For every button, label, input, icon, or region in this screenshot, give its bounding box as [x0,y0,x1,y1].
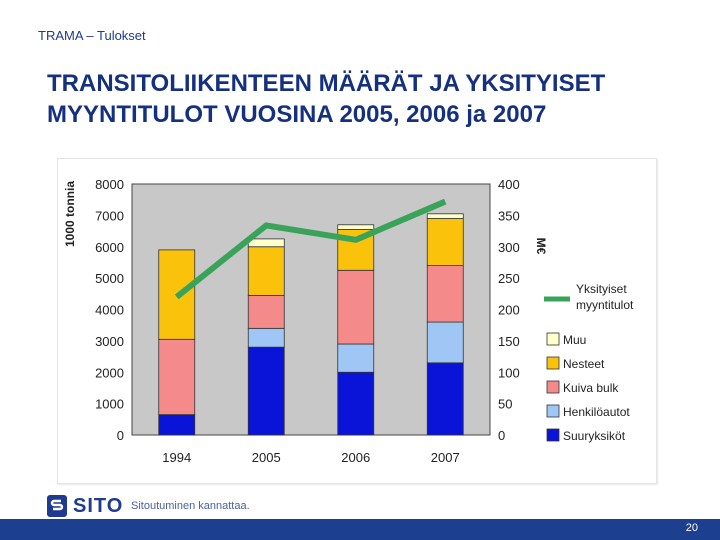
bar-segment [247,346,285,436]
y2-tick-label: 200 [498,303,520,318]
bar-segment [337,371,375,436]
slide-title: TRANSITOLIIKENTEEN MÄÄRÄT JA YKSITYISET … [47,70,606,128]
bar-segment [247,294,285,329]
y-tick-label: 3000 [95,334,124,349]
y2-tick-label: 50 [498,397,512,412]
bar-segment [247,238,285,248]
legend-swatch [546,404,560,418]
y-tick-label: 2000 [95,365,124,380]
bar-segment [158,414,196,436]
x-tick-label: 2005 [252,450,281,465]
legend-swatch [546,332,560,346]
legend-swatch [546,428,560,442]
legend-label: myyntitulot [576,298,634,312]
legend-label: Henkilöautot [563,405,630,419]
logo-wordmark: SITO [73,495,124,517]
y-tick-label: 6000 [95,240,124,255]
bar-segment [337,269,375,345]
line-series [174,198,447,300]
y-tick-label: 5000 [95,271,124,286]
chart-frame: 8000 7000 6000 5000 4000 3000 2000 1000 0 400 350 3… [57,158,657,484]
y-tick-label: 1000 [95,397,124,412]
y2-tick-label: 0 [498,428,505,443]
stacked-bar-chart: 8000700060005000400030002000100004003503… [63,177,634,465]
header-label: TRAMA – Tulokset [38,28,146,43]
sito-logo: SITO Sitoutuminen kannattaa. [47,495,277,521]
legend-label: Yksityiset [576,282,627,296]
bar-segment [426,213,464,219]
legend-swatch [546,380,560,394]
legend-label: Muu [563,333,586,347]
y-tick-label: 0 [117,428,124,443]
y2-tick-label: 250 [498,271,520,286]
page-number: 20 [685,522,698,534]
y-tick-label: 7000 [95,208,124,223]
bar-segment [426,362,464,436]
bar-segment [158,338,196,416]
legend-swatch [546,356,560,370]
legend-label: Kuiva bulk [563,381,619,395]
logo-slogan: Sitoutuminen kannattaa. [131,500,250,512]
x-tick-label: 2007 [431,450,460,465]
y2-tick-label: 300 [498,240,520,255]
footer-bar: 20 [0,519,720,540]
y-axis-label: 1000 tonnia [63,181,77,247]
bar-segment [337,224,375,230]
y2-tick-label: 100 [498,365,520,380]
y2-tick-label: 400 [498,177,520,192]
bar-segment [426,265,464,323]
bar-segment [247,246,285,296]
y-tick-label: 8000 [95,177,124,192]
y2-tick-label: 350 [498,208,520,223]
x-tick-label: 2006 [341,450,370,465]
bar-segment [426,218,464,266]
bar-segment [247,327,285,348]
y-tick-label: 4000 [95,303,124,318]
bar-segment [426,321,464,364]
bar-segment [337,343,375,373]
x-tick-label: 1994 [162,450,191,465]
sito-logo-icon [47,495,67,517]
y2-axis-label: M€ [534,238,548,255]
legend-label: Nesteet [563,357,605,371]
y2-tick-label: 150 [498,334,520,349]
legend-label: Suuryksiköt [563,429,626,443]
